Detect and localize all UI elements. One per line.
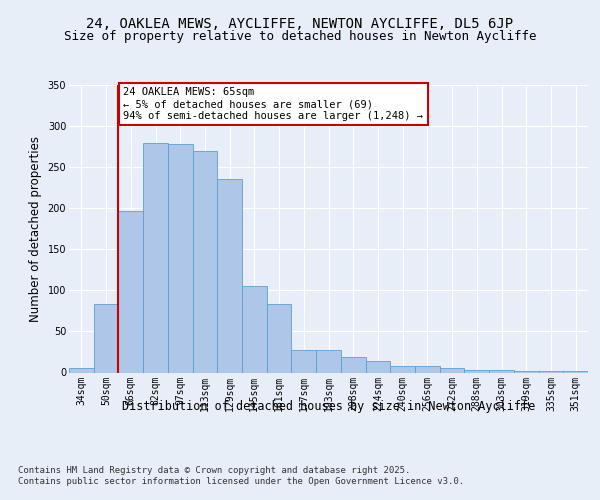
- Bar: [514, 371, 539, 372]
- Text: 24, OAKLEA MEWS, AYCLIFFE, NEWTON AYCLIFFE, DL5 6JP: 24, OAKLEA MEWS, AYCLIFFE, NEWTON AYCLIF…: [86, 18, 514, 32]
- Bar: [563, 371, 588, 372]
- Bar: [365, 361, 390, 372]
- Bar: [217, 180, 242, 372]
- Bar: [415, 366, 440, 372]
- Bar: [440, 368, 464, 372]
- Bar: [242, 286, 267, 372]
- Bar: [341, 357, 365, 372]
- Text: 24 OAKLEA MEWS: 65sqm
← 5% of detached houses are smaller (69)
94% of semi-detac: 24 OAKLEA MEWS: 65sqm ← 5% of detached h…: [124, 88, 424, 120]
- Bar: [316, 350, 341, 372]
- Bar: [118, 210, 143, 372]
- Y-axis label: Number of detached properties: Number of detached properties: [29, 136, 42, 322]
- Bar: [292, 350, 316, 372]
- Text: Contains HM Land Registry data © Crown copyright and database right 2025.: Contains HM Land Registry data © Crown c…: [18, 466, 410, 475]
- Text: Size of property relative to detached houses in Newton Aycliffe: Size of property relative to detached ho…: [64, 30, 536, 43]
- Bar: [390, 366, 415, 372]
- Bar: [143, 142, 168, 372]
- Bar: [464, 370, 489, 372]
- Bar: [267, 304, 292, 372]
- Bar: [489, 370, 514, 372]
- Text: Contains public sector information licensed under the Open Government Licence v3: Contains public sector information licen…: [18, 478, 464, 486]
- Bar: [69, 368, 94, 372]
- Bar: [193, 150, 217, 372]
- Bar: [539, 371, 563, 372]
- Bar: [168, 144, 193, 372]
- Text: Distribution of detached houses by size in Newton Aycliffe: Distribution of detached houses by size …: [122, 400, 535, 413]
- Bar: [94, 304, 118, 372]
